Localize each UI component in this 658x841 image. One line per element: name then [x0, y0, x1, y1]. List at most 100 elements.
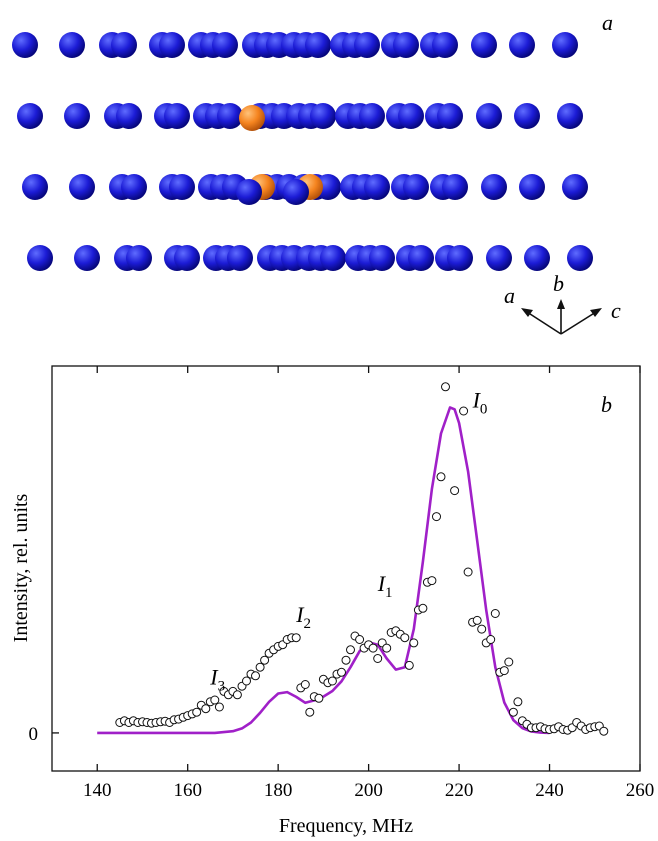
x-tick-label: 220 — [445, 780, 474, 801]
host-atom — [310, 103, 336, 129]
data-point — [459, 406, 469, 416]
host-atom — [174, 245, 200, 271]
data-point — [477, 624, 487, 634]
host-atom — [471, 32, 497, 58]
data-point — [214, 702, 224, 712]
host-atom — [398, 103, 424, 129]
host-atom — [212, 32, 238, 58]
host-atom — [236, 179, 262, 205]
y-axis-title: Intensity, rel. units — [10, 493, 32, 642]
panel-a-label: a — [602, 10, 613, 35]
host-atom — [116, 103, 142, 129]
x-tick-label: 240 — [535, 780, 564, 801]
host-atom — [557, 103, 583, 129]
host-atom — [126, 245, 152, 271]
data-point — [373, 654, 383, 663]
host-atom — [64, 103, 90, 129]
host-atom — [486, 245, 512, 271]
data-point — [255, 662, 265, 672]
crystal-structure-panel: a a b c — [12, 10, 621, 335]
data-point — [400, 633, 410, 643]
host-atom — [524, 245, 550, 271]
host-atom — [442, 174, 468, 200]
host-atom — [552, 32, 578, 58]
host-atom — [164, 103, 190, 129]
nmr-spectrum-chart: 140 160 180 200 220 240 260 0 I0 I1 I2 I3 b Freque… — [10, 365, 655, 837]
dopant-atom — [239, 105, 265, 131]
data-point — [450, 486, 460, 496]
host-atom — [481, 174, 507, 200]
data-point — [508, 707, 518, 717]
host-atom — [432, 32, 458, 58]
data-point — [314, 693, 324, 703]
host-atom — [217, 103, 243, 129]
data-point — [427, 576, 437, 586]
fit-curve-layer — [97, 406, 550, 735]
host-atom — [159, 32, 185, 58]
host-atom — [567, 245, 593, 271]
peak-label-I1: I1 — [377, 571, 393, 601]
data-point — [499, 666, 509, 676]
x-tick-label: 140 — [83, 780, 112, 801]
data-point — [486, 635, 496, 644]
data-point — [327, 676, 337, 686]
host-atom — [509, 32, 535, 58]
host-atom — [369, 245, 395, 271]
data-point — [418, 603, 428, 613]
host-atom — [22, 174, 48, 200]
data-point — [463, 567, 473, 577]
host-atom — [354, 32, 380, 58]
data-point — [404, 660, 414, 670]
axis-label-c: c — [611, 298, 621, 323]
data-point — [337, 667, 346, 677]
host-atom — [364, 174, 390, 200]
x-axis-title: Frequency, MHz — [279, 815, 413, 837]
x-tick-label: 260 — [626, 780, 655, 801]
data-point — [192, 707, 202, 717]
axis-label-b: b — [553, 271, 564, 296]
axis-ticks: 140 160 180 200 220 240 260 0 — [29, 366, 655, 801]
data-point — [300, 680, 310, 689]
data-point — [490, 609, 500, 618]
data-point — [504, 657, 514, 667]
peak-label-I0: I0 — [472, 388, 488, 418]
data-point — [341, 655, 351, 665]
host-atom — [437, 103, 463, 129]
data-point — [260, 655, 270, 665]
peak-label-I3: I3 — [209, 665, 225, 695]
host-atom — [519, 174, 545, 200]
host-atom — [514, 103, 540, 129]
host-atom — [408, 245, 434, 271]
host-atom — [169, 174, 195, 200]
data-point — [432, 512, 441, 522]
peak-label-I2: I2 — [295, 602, 311, 632]
host-atom — [17, 103, 43, 129]
host-atom — [283, 179, 309, 205]
host-atom — [476, 103, 502, 129]
host-atom — [27, 245, 53, 271]
data-point — [232, 690, 242, 700]
data-point — [201, 704, 211, 714]
data-point — [436, 472, 446, 482]
axis-label-a: a — [504, 283, 515, 308]
data-points-layer — [115, 382, 609, 736]
host-atom — [12, 32, 38, 58]
data-point — [368, 643, 378, 653]
host-atom — [111, 32, 137, 58]
host-atom — [59, 32, 85, 58]
data-point — [242, 676, 251, 686]
host-atom — [227, 245, 253, 271]
fit-curve — [97, 406, 550, 735]
host-atom — [447, 245, 473, 271]
host-atom — [393, 32, 419, 58]
host-atom — [305, 32, 331, 58]
data-point — [346, 645, 355, 655]
host-atom — [315, 174, 341, 200]
host-atom — [121, 174, 147, 200]
x-tick-label: 200 — [354, 780, 383, 801]
data-point — [355, 635, 365, 644]
y-tick-label: 0 — [29, 724, 39, 745]
data-point — [210, 695, 220, 705]
host-atom — [320, 245, 346, 271]
plot-frame — [51, 365, 641, 772]
